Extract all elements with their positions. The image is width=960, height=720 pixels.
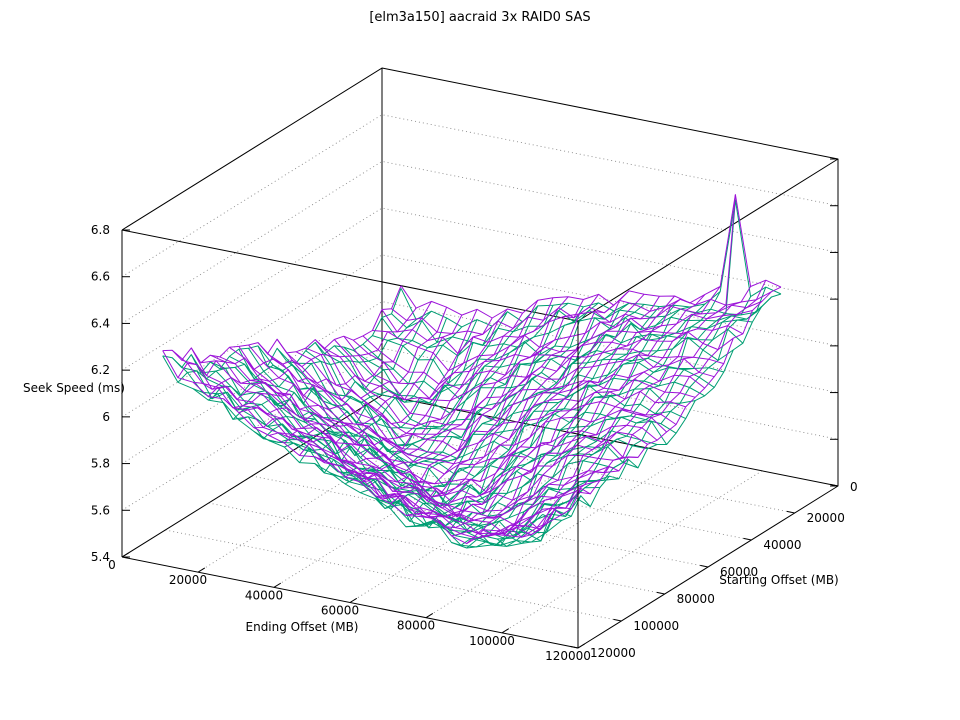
z-tick-label: 6.8 bbox=[91, 223, 110, 237]
z-tick-label: 6.4 bbox=[91, 316, 110, 330]
z-tick-label: 6.6 bbox=[91, 270, 110, 284]
x-axis-title: Ending Offset (MB) bbox=[246, 620, 359, 634]
y-tick-label: 20000 bbox=[807, 511, 845, 525]
z-tick-label: 6.2 bbox=[91, 363, 110, 377]
x-tick-label: 100000 bbox=[469, 634, 515, 648]
x-tick-label: 20000 bbox=[169, 573, 207, 587]
y-tick-label: 80000 bbox=[677, 592, 715, 606]
surface-mesh bbox=[162, 194, 782, 545]
x-tick-label: 80000 bbox=[397, 619, 435, 633]
z-axis-title: Seek Speed (ms) bbox=[23, 381, 125, 395]
wall-grid bbox=[121, 114, 839, 511]
tick-labels: 0 20000 40000 60000 80000 100000 120000 0 20000 4… bbox=[91, 223, 858, 663]
y-tick-label: 0 bbox=[850, 480, 858, 494]
x-tick-label: 0 bbox=[108, 558, 116, 572]
y-tick-label: 60000 bbox=[720, 565, 758, 579]
x-tick-label: 40000 bbox=[245, 588, 283, 602]
z-tick-label: 5.6 bbox=[91, 503, 110, 517]
y-tick-label: 100000 bbox=[633, 619, 679, 633]
y-axis-title: Starting Offset (MB) bbox=[719, 573, 839, 587]
axis-titles: Ending Offset (MB) Starting Offset (MB) Se… bbox=[23, 381, 839, 634]
x-tick-label: 120000 bbox=[545, 649, 591, 663]
axis-ticks bbox=[121, 158, 839, 649]
y-tick-label: 120000 bbox=[590, 646, 636, 660]
chart-title: [elm3a150] aacraid 3x RAID0 SAS bbox=[369, 10, 591, 25]
y-tick-label: 40000 bbox=[763, 538, 801, 552]
x-tick-label: 60000 bbox=[321, 604, 359, 618]
z-tick-label: 6 bbox=[102, 410, 110, 424]
z-tick-label: 5.8 bbox=[91, 457, 110, 471]
z-tick-label: 5.4 bbox=[91, 550, 110, 564]
